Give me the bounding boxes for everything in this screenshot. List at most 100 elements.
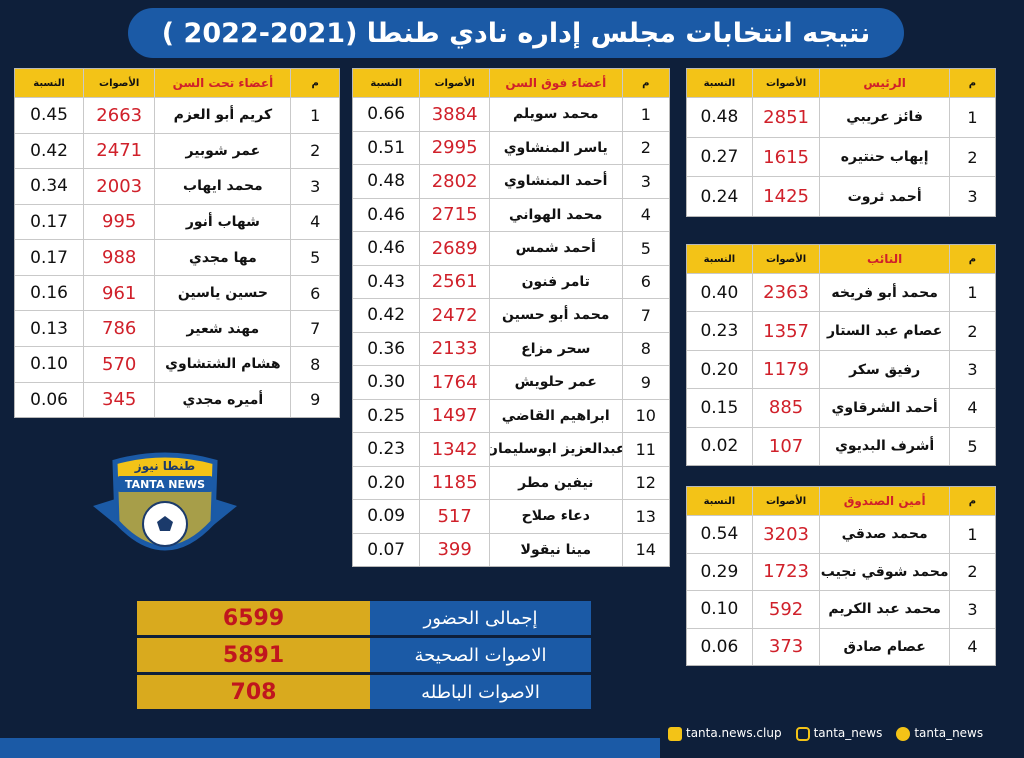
rank-cell: 4 xyxy=(948,628,995,665)
twitter: tanta_news xyxy=(896,726,983,741)
votes-cell: 1179 xyxy=(751,350,820,389)
footer-bar xyxy=(0,738,660,758)
name-cell: أحمد المنشاوي xyxy=(488,165,622,198)
name-cell: ابراهيم القاضي xyxy=(488,399,622,432)
total-label: إجمالى الحضور xyxy=(370,601,591,635)
name-cell: عمر حلويش xyxy=(488,366,622,399)
header-row: م النائب الأصوات النسبة xyxy=(687,245,995,274)
table-row: 9 أميره مجدي 345 0.06 xyxy=(15,382,339,418)
table-row: 2 محمد شوقي نجيب 1723 0.29 xyxy=(687,553,995,591)
name-cell: عمر شوبير xyxy=(154,133,290,169)
name-cell: محمد شوقي نجيب xyxy=(819,553,949,590)
header-cell: النسبة xyxy=(703,77,736,89)
table-row: 8 سحر مزاع 2133 0.36 xyxy=(353,332,669,366)
instagram: tanta_news xyxy=(795,726,882,741)
percent-cell: 0.46 xyxy=(367,238,406,259)
rank-cell: 3 xyxy=(948,350,995,389)
table-row: 5 أشرف البديوي 107 0.02 xyxy=(687,427,995,466)
header-cell: أعضاء فوق السن xyxy=(488,69,622,97)
table-row: 1 محمد أبو فريخه 2363 0.40 xyxy=(687,274,995,313)
rank-cell: 8 xyxy=(621,332,669,365)
percent-cell: 0.48 xyxy=(700,107,739,128)
table-row: 11 عبدالعزيز ابوسليمان 1342 0.23 xyxy=(353,433,669,467)
votes-cell: 2472 xyxy=(419,299,489,332)
table-row: 4 عصام صادق 373 0.06 xyxy=(687,628,995,665)
header-cell: الأصوات xyxy=(751,487,820,515)
votes-cell: 2851 xyxy=(751,98,820,137)
percent-cell: 0.40 xyxy=(700,282,739,303)
votes-cell: 1185 xyxy=(419,466,489,499)
table-row: 2 ياسر المنشاوي 2995 0.51 xyxy=(353,131,669,165)
votes-cell: 2003 xyxy=(83,169,154,204)
votes-cell: 995 xyxy=(83,204,154,240)
rank-cell: 2 xyxy=(948,553,995,590)
header-cell: أمين الصندوق xyxy=(819,487,948,515)
header-cell: الرئيس xyxy=(819,69,948,97)
table-row: 1 محمد سويلم 3884 0.66 xyxy=(353,98,669,132)
votes-cell: 786 xyxy=(83,311,154,346)
percent-cell: 0.07 xyxy=(367,539,406,560)
name-cell: هشام الشتشاوي xyxy=(154,346,290,382)
votes-cell: 570 xyxy=(83,346,154,382)
name-cell: إيهاب حنتيره xyxy=(819,137,948,177)
header-cell: النسبة xyxy=(33,77,65,89)
footer: tanta.news.clup tanta_news tanta_news xyxy=(668,726,983,741)
name-cell: أحمد الشرقاوي xyxy=(819,389,948,427)
rank-cell: 1 xyxy=(948,516,995,553)
header-row: م أعضاء تحت السن الأصوات النسبة xyxy=(15,69,339,98)
total-row: إجمالى الحضور 6599 xyxy=(137,601,591,635)
votes-cell: 1723 xyxy=(751,553,820,590)
votes-cell: 399 xyxy=(419,533,489,566)
votes-cell: 373 xyxy=(751,628,820,665)
table-row: 6 حسين ياسين 961 0.16 xyxy=(15,275,339,312)
percent-cell: 0.30 xyxy=(367,372,406,393)
rank-cell: 12 xyxy=(621,466,669,499)
totals: إجمالى الحضور 6599 الاصوات الصحيحة 5891 الاص… xyxy=(137,601,591,709)
logo: طنطا نيوز TANTA NEWS xyxy=(93,452,237,551)
percent-cell: 0.15 xyxy=(700,397,739,418)
name-cell: أشرف البديوي xyxy=(819,427,948,466)
percent-cell: 0.51 xyxy=(367,137,406,158)
rank-cell: 1 xyxy=(290,98,339,133)
rank-cell: 2 xyxy=(948,312,995,350)
rank-cell: 6 xyxy=(621,265,669,298)
percent-cell: 0.42 xyxy=(367,305,406,326)
table-row: 2 عمر شوبير 2471 0.42 xyxy=(15,133,339,170)
percent-cell: 0.43 xyxy=(367,271,406,292)
votes-cell: 2802 xyxy=(419,165,489,198)
percent-cell: 0.02 xyxy=(700,436,739,457)
rank-cell: 9 xyxy=(290,382,339,418)
logo-arabic: طنطا نيوز xyxy=(134,459,195,474)
table-row: 3 رفيق سكر 1179 0.20 xyxy=(687,350,995,390)
name-cell: محمد أبو فريخه xyxy=(819,274,948,312)
name-cell: عصام صادق xyxy=(819,628,948,665)
rank-cell: 4 xyxy=(621,198,669,231)
rank-cell: 2 xyxy=(948,137,995,177)
rank-cell: 10 xyxy=(621,399,669,432)
facebook: tanta.news.clup xyxy=(668,726,782,741)
facebook-handle: tanta.news.clup xyxy=(686,726,782,740)
rank-cell: 4 xyxy=(290,204,339,240)
header-cell: م xyxy=(290,69,339,97)
name-cell: أميره مجدي xyxy=(154,382,290,418)
rank-cell: 6 xyxy=(290,275,339,311)
header-cell: الأصوات xyxy=(419,69,489,97)
table-row: 4 محمد الهواني 2715 0.46 xyxy=(353,198,669,232)
header-cell: م xyxy=(948,69,995,97)
name-cell: سحر مزاع xyxy=(488,332,622,365)
logo-banner xyxy=(117,476,213,492)
percent-cell: 0.29 xyxy=(700,561,739,582)
percent-cell: 0.17 xyxy=(30,211,68,232)
votes-cell: 1764 xyxy=(419,366,489,399)
votes-cell: 345 xyxy=(83,382,154,418)
votes-cell: 1615 xyxy=(751,137,820,177)
total-value: 6599 xyxy=(137,601,370,635)
name-cell: محمد الهواني xyxy=(488,198,622,231)
name-cell: ياسر المنشاوي xyxy=(488,131,622,164)
table-row: 5 أحمد شمس 2689 0.46 xyxy=(353,232,669,266)
table-row: 3 أحمد ثروت 1425 0.24 xyxy=(687,177,995,217)
header-cell: الأصوات xyxy=(751,69,820,97)
rank-cell: 1 xyxy=(948,98,995,137)
votes-cell: 2689 xyxy=(419,232,489,265)
